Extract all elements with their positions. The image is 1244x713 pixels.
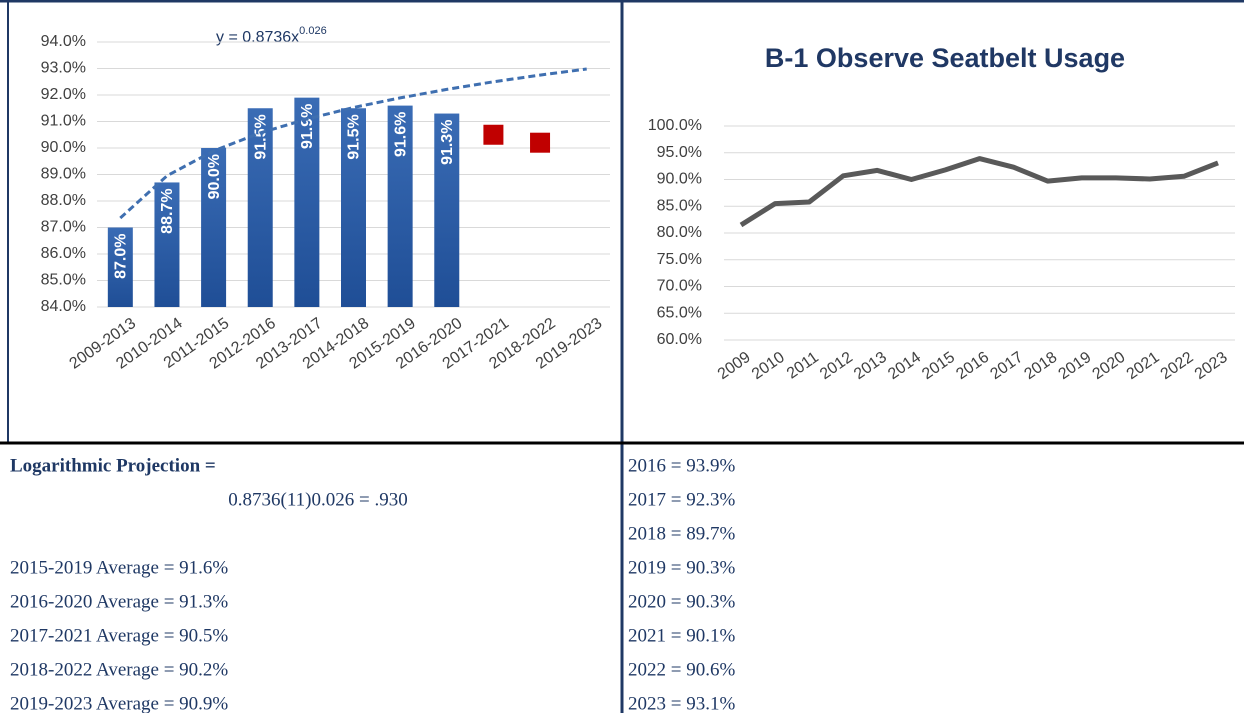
x-tick-label: 2014 bbox=[885, 349, 924, 383]
note-line: 2016 = 93.9% bbox=[628, 455, 735, 476]
data-label: 91.6% bbox=[392, 112, 409, 157]
y-tick-label: 93.0% bbox=[41, 60, 86, 77]
data-label: 87.0% bbox=[113, 234, 130, 279]
x-tick-label: 2023 bbox=[1192, 349, 1231, 383]
equation: y = 0.8736x bbox=[216, 29, 299, 46]
y-tick-label: 65.0% bbox=[657, 304, 702, 321]
note-line: 2019-2023 Average = 90.9% bbox=[10, 693, 228, 713]
note-line: 2017-2021 Average = 90.5% bbox=[10, 625, 228, 646]
x-tick-label: 2012 bbox=[817, 349, 856, 383]
note-line: 2021 = 90.1% bbox=[628, 625, 735, 646]
note-line: 2018-2022 Average = 90.2% bbox=[10, 659, 228, 680]
y-tick-label: 100.0% bbox=[648, 117, 702, 134]
y-tick-label: 75.0% bbox=[657, 251, 702, 268]
y-tick-label: 89.0% bbox=[41, 166, 86, 183]
y-tick-label: 88.0% bbox=[41, 192, 86, 209]
x-tick-label: 2021 bbox=[1124, 349, 1163, 383]
note-line: 2015-2019 Average = 91.6% bbox=[10, 557, 228, 578]
trend-equation: y = 0.8736x0.026 bbox=[216, 25, 327, 46]
note-line: 2022 = 90.6% bbox=[628, 659, 735, 680]
y-tick-label: 87.0% bbox=[41, 219, 86, 236]
bar bbox=[387, 105, 413, 307]
note-line: 2023 = 93.1% bbox=[628, 693, 735, 713]
y-tick-label: 70.0% bbox=[657, 278, 702, 295]
bar bbox=[107, 227, 133, 307]
bar bbox=[201, 148, 227, 307]
y-tick-label: 92.0% bbox=[41, 86, 86, 103]
x-tick-label: 2009 bbox=[715, 349, 754, 383]
x-tick-label: 2015 bbox=[919, 349, 958, 383]
y-tick-label: 85.0% bbox=[657, 197, 702, 214]
data-label: 91.5% bbox=[346, 114, 363, 159]
data-label: 88.7% bbox=[159, 188, 176, 233]
marker bbox=[530, 132, 551, 153]
x-tick-label: 2010 bbox=[749, 349, 788, 383]
chart-title: B-1 Observe Seatbelt Usage bbox=[765, 43, 1125, 73]
x-tick-label: 2011 bbox=[784, 349, 822, 383]
line bbox=[739, 156, 1219, 228]
y-tick-label: 90.0% bbox=[657, 171, 702, 188]
note-line: 2018 = 89.7% bbox=[628, 523, 735, 544]
x-tick-label: 2016 bbox=[953, 349, 992, 383]
marker bbox=[483, 124, 504, 145]
note-line: 0.8736(11)0.026 = .930 bbox=[228, 489, 407, 510]
data-label: 91.3% bbox=[439, 120, 456, 165]
x-tick-label: 2020 bbox=[1090, 349, 1129, 383]
y-tick-label: 80.0% bbox=[657, 224, 702, 241]
x-tick-label: 2019 bbox=[1056, 349, 1095, 383]
data-label: 90.0% bbox=[206, 154, 223, 199]
x-tick-label: 2017 bbox=[987, 349, 1026, 383]
y-tick-label: 86.0% bbox=[41, 245, 86, 262]
equation-exponent: 0.026 bbox=[299, 25, 327, 37]
note-line: 2017 = 92.3% bbox=[628, 489, 735, 510]
note-line: 2020 = 90.3% bbox=[628, 591, 735, 612]
y-tick-label: 95.0% bbox=[657, 144, 702, 161]
y-tick-label: 60.0% bbox=[657, 331, 702, 348]
trend-line bbox=[119, 67, 587, 220]
y-tick-label: 94.0% bbox=[41, 33, 86, 50]
x-tick-label: 2022 bbox=[1158, 349, 1197, 383]
bar bbox=[434, 113, 460, 307]
bar bbox=[247, 108, 273, 307]
bar bbox=[154, 182, 180, 307]
bar bbox=[294, 97, 320, 308]
bar bbox=[341, 108, 366, 307]
note-line: 2019 = 90.3% bbox=[628, 557, 735, 578]
note-line: Logarithmic Projection = bbox=[10, 455, 216, 476]
y-tick-label: 91.0% bbox=[41, 113, 86, 130]
data-label: 91.9% bbox=[299, 104, 316, 149]
note-line: 2016-2020 Average = 91.3% bbox=[10, 591, 228, 612]
x-tick-label: 2013 bbox=[851, 349, 890, 383]
data-label: 91.5% bbox=[252, 114, 269, 159]
y-tick-label: 84.0% bbox=[41, 298, 86, 315]
y-tick-label: 90.0% bbox=[41, 139, 86, 156]
x-tick-label: 2018 bbox=[1021, 349, 1060, 383]
y-tick-label: 85.0% bbox=[41, 272, 86, 289]
